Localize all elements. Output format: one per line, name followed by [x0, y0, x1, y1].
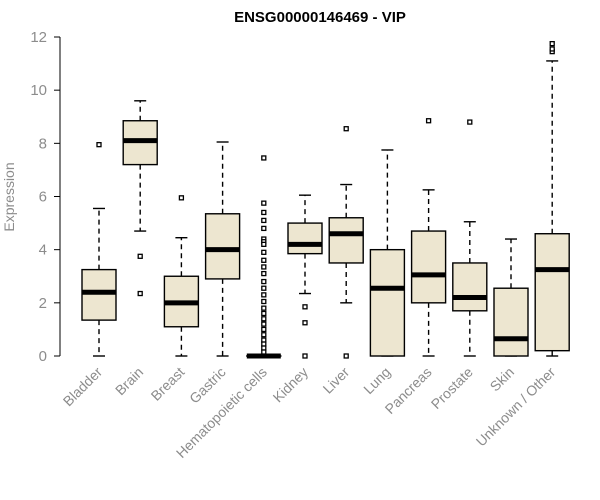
outlier-point — [261, 310, 267, 317]
box-kidney — [287, 194, 323, 359]
y-tick-label: 8 — [39, 135, 47, 152]
y-tick-label: 12 — [30, 29, 47, 46]
outlier-point — [302, 320, 308, 326]
y-tick-label: 4 — [39, 242, 47, 259]
outlier-point — [261, 264, 267, 270]
x-tick-label: Bladder — [60, 364, 106, 410]
outlier-point — [261, 349, 267, 355]
y-tick-label: 6 — [39, 189, 47, 206]
box-breast — [163, 195, 200, 357]
x-tick-label: Prostate — [428, 364, 476, 412]
outlier-point — [261, 332, 267, 338]
y-axis-label: Expression — [1, 162, 17, 231]
box-bladder — [81, 142, 117, 357]
outlier-point — [261, 316, 267, 322]
box-iqr — [369, 248, 406, 357]
outlier-point — [302, 353, 308, 359]
box-iqr — [493, 287, 529, 357]
outlier-point — [261, 241, 267, 248]
box-unknown-other — [534, 40, 570, 357]
outlier-point — [178, 195, 185, 201]
outlier-point — [96, 142, 102, 148]
box-gastric — [204, 141, 241, 357]
outlier-point — [261, 209, 267, 216]
outlier-point — [425, 118, 432, 124]
box-lung — [369, 149, 406, 357]
box-iqr — [452, 262, 488, 312]
outlier-point — [343, 126, 349, 132]
box-brain — [122, 100, 158, 297]
outlier-point — [261, 305, 267, 311]
outlier-point — [549, 46, 555, 52]
outlier-point — [261, 217, 267, 224]
outlier-point — [261, 298, 267, 305]
box-iqr — [534, 233, 570, 352]
box-pancreas — [410, 118, 447, 357]
box-iqr — [204, 213, 241, 280]
x-tick-label: Skin — [487, 364, 518, 395]
outlier-point — [261, 326, 267, 333]
outlier-point — [261, 278, 267, 285]
outlier-point — [261, 249, 267, 255]
x-tick-label: Lung — [360, 364, 393, 397]
outlier-point — [549, 40, 555, 47]
outlier-point — [261, 155, 267, 161]
outlier-point — [261, 292, 267, 298]
outlier-point — [261, 225, 267, 232]
box-iqr — [81, 268, 117, 321]
y-tick-label: 2 — [39, 295, 47, 312]
x-tick-label: Kidney — [270, 364, 312, 406]
box-iqr — [410, 230, 447, 304]
outlier-point — [261, 257, 267, 263]
outlier-point — [302, 304, 308, 310]
x-tick-label: Breast — [148, 364, 188, 404]
box-liver — [328, 126, 364, 359]
y-tick-label: 0 — [39, 348, 47, 365]
x-tick-label: Brain — [112, 364, 146, 398]
axes: 0 2 4 6 8 10 12 — [30, 29, 61, 365]
outlier-point — [137, 290, 143, 297]
outlier-point — [261, 321, 267, 327]
box-prostate — [452, 119, 488, 357]
outlier-point — [343, 353, 349, 359]
outlier-point — [261, 285, 267, 291]
outlier-point — [261, 270, 267, 277]
box-iqr — [328, 217, 364, 264]
outlier-point — [261, 200, 267, 206]
box-plots — [81, 40, 570, 359]
x-tick-label: Liver — [320, 364, 353, 397]
y-tick-label: 10 — [30, 82, 47, 99]
box-iqr — [287, 222, 323, 255]
box-hematopoietic-cells — [246, 155, 282, 359]
box-skin — [493, 238, 529, 357]
chart-title: ENSG00000146469 - VIP — [234, 9, 406, 26]
outlier-point — [137, 253, 143, 259]
outlier-point — [467, 119, 473, 125]
